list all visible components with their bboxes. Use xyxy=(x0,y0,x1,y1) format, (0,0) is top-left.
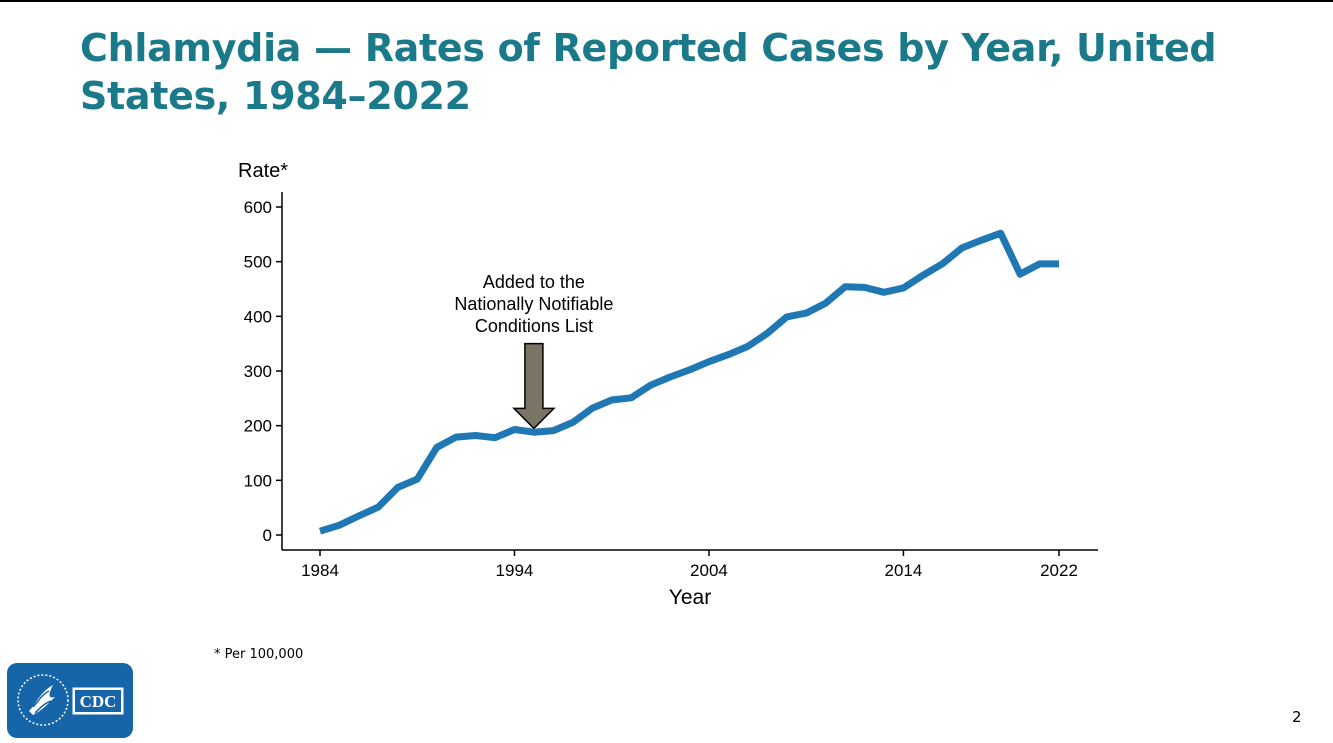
hhs-eagle-icon xyxy=(17,674,69,726)
cdc-wordmark-icon: CDC xyxy=(72,687,124,715)
page-number: 2 xyxy=(1292,708,1302,726)
cdc-logo[interactable]: CDC xyxy=(7,663,133,738)
y-tick-label: 400 xyxy=(244,307,272,326)
annotation-line: Nationally Notifiable xyxy=(454,294,613,314)
series-line xyxy=(318,229,1059,535)
annotation-arrow xyxy=(512,342,556,430)
x-tick-label: 1984 xyxy=(301,561,339,580)
x-tick-label: 2014 xyxy=(885,561,923,580)
footnote: * Per 100,000 xyxy=(214,647,304,662)
annotation-line: Conditions List xyxy=(475,316,593,336)
x-tick-label: 2022 xyxy=(1040,561,1078,580)
annotation-label: Added to the Nationally Notifiable Conditi… xyxy=(454,272,613,336)
y-axis-title: Rate* xyxy=(238,160,288,182)
y-tick-label: 500 xyxy=(244,253,272,272)
top-rule xyxy=(0,0,1333,2)
y-tick-label: 200 xyxy=(244,417,272,436)
line-chart: 0 100 200 300 400 500 600 1984 1994 2004 2014 2022 R… xyxy=(238,160,1098,609)
y-tick-label: 300 xyxy=(244,362,272,381)
x-axis-title: Year xyxy=(669,586,711,609)
y-tick-label: 0 xyxy=(263,526,272,545)
y-tick-label: 600 xyxy=(244,198,272,217)
x-tick-label: 2004 xyxy=(690,561,728,580)
y-tick-label: 100 xyxy=(244,471,272,490)
x-tick-label: 1994 xyxy=(496,561,534,580)
svg-text:CDC: CDC xyxy=(80,692,117,711)
slide-title: Chlamydia — Rates of Reported Cases by Y… xyxy=(80,26,1217,118)
annotation-line: Added to the xyxy=(483,272,585,292)
